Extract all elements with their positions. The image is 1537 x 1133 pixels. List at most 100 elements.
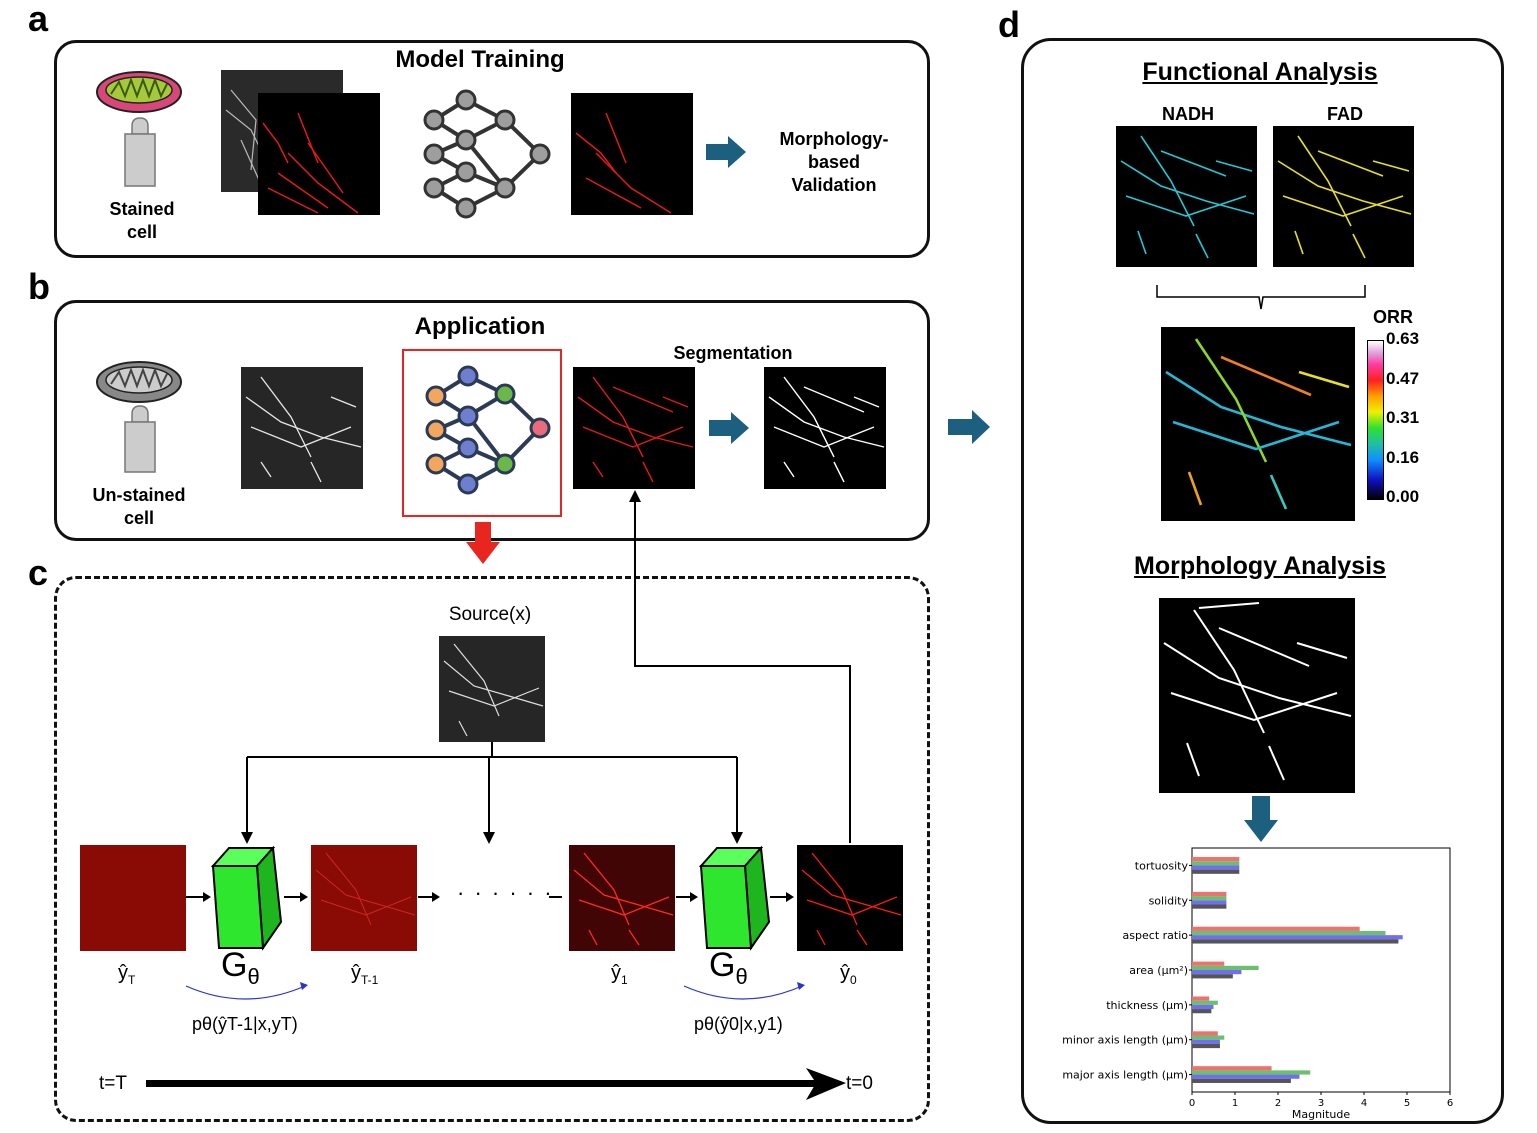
arrow-down-to-chart (1244, 796, 1278, 842)
arrow-to-panel-d (948, 410, 990, 444)
ellipsis-dots: · · · · · · (457, 880, 554, 905)
red-down-arrow (466, 522, 500, 564)
panel-c-box (54, 576, 930, 1122)
functional-analysis-title: Functional Analysis (1142, 58, 1378, 86)
bar (1192, 1070, 1311, 1075)
bar (1192, 970, 1242, 975)
bar (1192, 1000, 1218, 1005)
bar (1192, 1004, 1214, 1010)
application-source-image (241, 367, 363, 489)
bar (1192, 974, 1233, 979)
category-label: minor axis length (µm) (1062, 1034, 1188, 1047)
x-axis-label: Magnitude (1292, 1108, 1351, 1121)
colorbar-tick-label: 0.63 (1386, 329, 1420, 348)
neural-network-grey-icon (423, 89, 551, 219)
colorbar-tick-label: 0.00 (1386, 487, 1420, 506)
image-yT-1 (311, 845, 417, 951)
x-tick-label: 0 (1189, 1098, 1195, 1109)
nadh-label: NADH (1162, 104, 1214, 124)
orr-label: ORR (1373, 307, 1413, 327)
microscope-objective-b-icon (124, 405, 156, 473)
stained-cell-label: Stained cell (109, 199, 175, 242)
segmentation-label: Segmentation (673, 343, 793, 363)
model-training-title: Model Training (395, 46, 565, 73)
panel-a-box (54, 40, 930, 258)
bar (1192, 896, 1227, 901)
bar (1192, 1031, 1218, 1036)
application-prediction-image (573, 367, 695, 489)
label-yT: ŷT (118, 962, 136, 987)
category-label: major axis length (µm) (1062, 1069, 1188, 1082)
colorbar-tick-label: 0.31 (1386, 408, 1420, 427)
bar (1192, 930, 1386, 936)
segmentation-mask-image (764, 367, 886, 489)
bar (1192, 857, 1240, 862)
orr-colorbar (1367, 340, 1384, 500)
bar (1192, 935, 1403, 940)
colorbar-tick-label: 0.16 (1386, 447, 1420, 467)
bar (1192, 965, 1259, 970)
category-label: area (µm²) (1129, 964, 1188, 977)
nadh-image (1116, 126, 1257, 267)
highlighted-model-box (402, 349, 562, 517)
generator-cube-right-icon (698, 845, 771, 951)
bar (1192, 865, 1240, 870)
bar (1192, 904, 1227, 909)
transition-prob-left: pθ(ŷT-1|x,yT) (192, 1014, 298, 1034)
fad-label: FAD (1327, 104, 1363, 124)
unstained-mitochondrion-icon (96, 361, 182, 403)
bar (1192, 1074, 1300, 1079)
panel-b-box (54, 300, 930, 541)
arrow-b-right (709, 412, 749, 444)
category-label: tortuosity (1135, 859, 1189, 872)
generator-label-right: Gθ (709, 946, 748, 989)
bar (1192, 996, 1210, 1001)
source-label: Source(x) (448, 604, 532, 625)
time-arrow (146, 1068, 846, 1100)
label-y0: ŷ0 (840, 962, 857, 987)
morphology-validation-label: Morphology-based Validation (779, 129, 889, 195)
morphology-analysis-title: Morphology Analysis (1134, 552, 1386, 580)
category-label: solidity (1149, 894, 1189, 907)
panel-letter-c: c (28, 552, 49, 593)
bar (1192, 861, 1240, 866)
category-label: thickness (µm) (1106, 999, 1188, 1012)
panel-letter-d: d (998, 4, 1020, 45)
generator-label-left: Gθ (221, 946, 260, 989)
arrow-a-right (706, 136, 746, 168)
bar (1192, 1066, 1272, 1071)
label-yT-1: ŷT-1 (351, 962, 379, 987)
x-tick-label: 6 (1447, 1098, 1453, 1109)
bar (1192, 1078, 1291, 1083)
x-tick-label: 1 (1232, 1098, 1238, 1109)
image-y0 (797, 845, 903, 951)
neural-network-color-icon (425, 365, 551, 495)
x-tick-label: 5 (1404, 1098, 1410, 1109)
x-tick-label: 3 (1318, 1098, 1324, 1109)
source-image (439, 636, 545, 742)
panel-d-box (1021, 38, 1504, 1124)
generator-cube-left-icon (210, 845, 283, 951)
time-start-label: t=T (99, 1073, 127, 1094)
time-end-label: t=0 (846, 1073, 873, 1094)
bar (1192, 891, 1227, 897)
training-prediction-image (571, 93, 693, 215)
bar (1192, 961, 1225, 966)
fad-image (1273, 126, 1414, 267)
noise-image-yT (80, 845, 186, 951)
morphology-mask-image (1159, 598, 1355, 793)
bar (1192, 926, 1360, 931)
orr-map-image (1161, 327, 1355, 521)
transition-prob-right: pθ(ŷ0|x,y1) (694, 1014, 783, 1034)
merge-bracket (1156, 285, 1366, 310)
morphology-bar-chart: tortuosity solidity aspect ratio area (µm²)… (1062, 847, 1453, 1121)
x-tick-label: 4 (1361, 1098, 1367, 1109)
label-y1: ŷ1 (611, 962, 628, 987)
panel-letter-a: a (28, 0, 49, 39)
bar (1192, 869, 1240, 874)
bar (1192, 1009, 1212, 1014)
colorbar-tick-label: 0.47 (1386, 368, 1420, 388)
microscope-objective-icon (124, 117, 156, 187)
bar (1192, 900, 1227, 905)
bar (1192, 1039, 1220, 1044)
